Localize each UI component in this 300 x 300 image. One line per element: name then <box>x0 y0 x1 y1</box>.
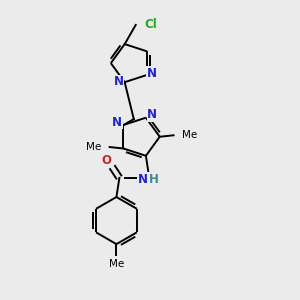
Text: N: N <box>147 108 158 121</box>
Text: N: N <box>138 173 148 186</box>
Text: N: N <box>112 116 122 128</box>
Text: Me: Me <box>109 259 124 269</box>
Text: N: N <box>146 67 157 80</box>
Text: N: N <box>114 75 124 88</box>
Text: H: H <box>149 173 159 186</box>
Text: Me: Me <box>85 142 101 152</box>
Text: O: O <box>101 154 111 167</box>
Text: Me: Me <box>182 130 198 140</box>
Text: Cl: Cl <box>144 18 157 31</box>
